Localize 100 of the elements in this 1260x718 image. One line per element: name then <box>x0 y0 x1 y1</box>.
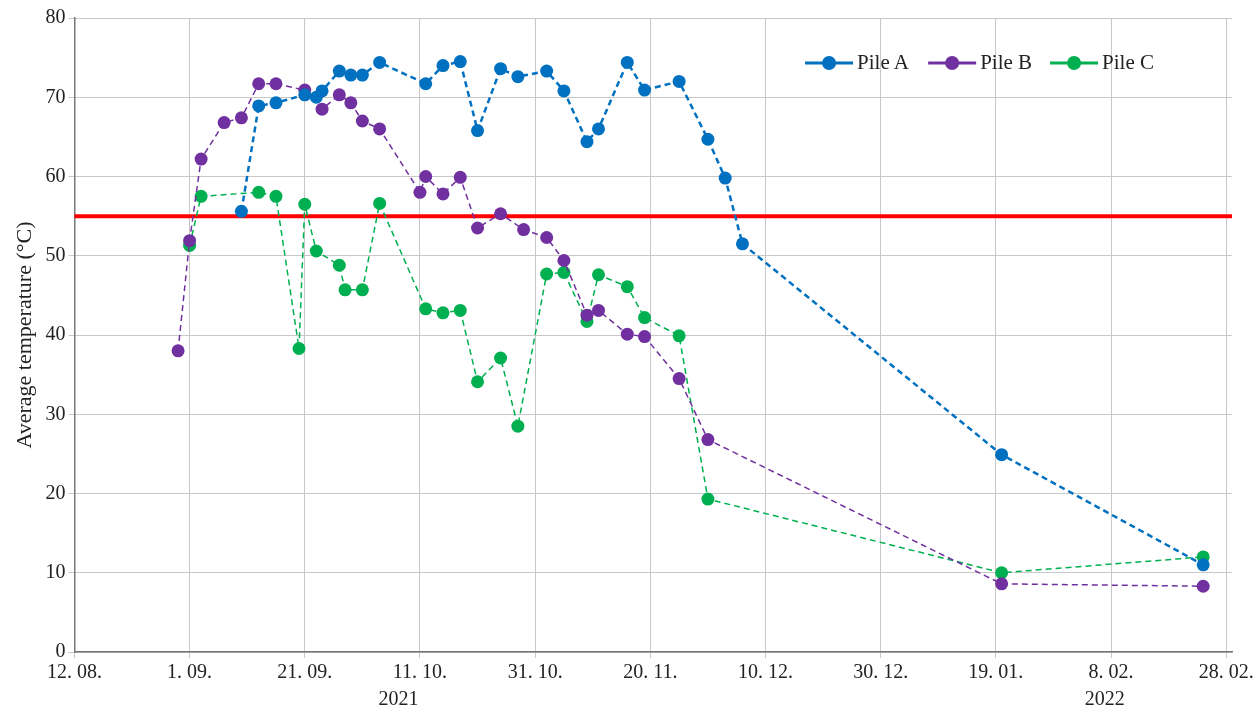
point <box>355 283 369 297</box>
point <box>701 492 715 506</box>
x-tick-label: 8. 02. <box>1088 660 1134 683</box>
point <box>672 372 686 386</box>
point <box>344 68 358 82</box>
point <box>718 171 732 185</box>
point <box>436 187 450 201</box>
y-tick-label: 80 <box>45 5 66 28</box>
point <box>332 88 346 102</box>
point <box>298 88 312 102</box>
point <box>171 344 185 358</box>
point <box>511 70 525 84</box>
point <box>373 196 387 210</box>
x-tick-label: 31. 10. <box>507 660 563 683</box>
point <box>1196 558 1210 572</box>
y-axis-title: Average temperature (°C) <box>10 221 36 449</box>
point <box>995 448 1009 462</box>
point <box>638 330 652 344</box>
point <box>269 96 283 110</box>
y-tick-label: 40 <box>45 322 66 345</box>
point <box>995 566 1009 580</box>
y-tick-label: 70 <box>45 84 66 107</box>
point <box>557 84 571 98</box>
point <box>436 59 450 73</box>
point <box>701 433 715 447</box>
point <box>419 77 433 91</box>
point <box>511 419 525 433</box>
point <box>436 306 450 320</box>
point <box>413 185 427 199</box>
point <box>183 234 197 248</box>
point <box>344 96 358 110</box>
point <box>540 231 554 245</box>
point <box>234 204 248 218</box>
point <box>1196 579 1210 593</box>
x-tick-label: 1. 09. <box>167 660 213 683</box>
point <box>419 302 433 316</box>
x-tick-label: 30. 12. <box>853 660 909 683</box>
point <box>373 55 387 69</box>
point <box>252 77 266 91</box>
point <box>580 135 594 149</box>
point <box>494 207 508 221</box>
point <box>540 267 554 281</box>
point <box>355 114 369 128</box>
text: 2022 <box>1084 687 1125 710</box>
point <box>315 102 329 116</box>
point <box>419 170 433 183</box>
y-tick-label: 50 <box>45 243 66 265</box>
y-tick-label: 20 <box>45 480 66 503</box>
point <box>638 83 652 97</box>
point <box>269 189 283 203</box>
point <box>471 124 485 138</box>
point <box>735 237 749 251</box>
x-tick-label: 11. 10. <box>392 660 448 683</box>
point <box>540 64 554 78</box>
point <box>292 341 306 355</box>
point <box>620 55 634 69</box>
point <box>672 329 686 343</box>
point <box>620 327 634 341</box>
point <box>591 303 605 317</box>
point <box>471 375 485 389</box>
point <box>252 99 266 113</box>
point <box>217 116 231 130</box>
y-tick-label: 10 <box>45 560 66 582</box>
point <box>355 68 369 82</box>
point <box>638 311 652 325</box>
point <box>494 351 508 365</box>
point <box>494 62 508 76</box>
point <box>298 197 312 211</box>
point <box>453 55 467 69</box>
point <box>194 152 208 166</box>
point <box>269 77 283 91</box>
point <box>620 280 634 294</box>
point <box>194 189 208 203</box>
legend-label: Pile C <box>1102 49 1155 74</box>
point <box>453 170 467 184</box>
point <box>995 577 1009 591</box>
point <box>591 122 605 136</box>
point <box>591 268 605 282</box>
point <box>332 64 346 78</box>
x-tick-label: 21. 09. <box>277 660 333 683</box>
point <box>471 221 485 235</box>
text: 2021 <box>378 687 419 710</box>
x-tick-label: 12. 08. <box>46 660 102 683</box>
x-tick-label: 28. 02. <box>1198 660 1254 683</box>
point <box>338 283 352 297</box>
y-tick-label: 0 <box>55 639 66 662</box>
point <box>234 111 248 125</box>
x-tick-label: 19. 01. <box>968 660 1024 683</box>
y-tick-label: 60 <box>45 163 66 186</box>
point <box>701 132 715 146</box>
point <box>373 122 387 136</box>
x-tick-label: 10. 12. <box>738 660 793 683</box>
point <box>309 244 323 258</box>
point <box>453 303 467 317</box>
point <box>580 308 594 322</box>
point <box>332 258 346 272</box>
point <box>315 84 329 98</box>
x-tick-label: 20. 11. <box>623 660 678 683</box>
y-tick-label: 30 <box>45 401 66 424</box>
point <box>672 74 686 88</box>
